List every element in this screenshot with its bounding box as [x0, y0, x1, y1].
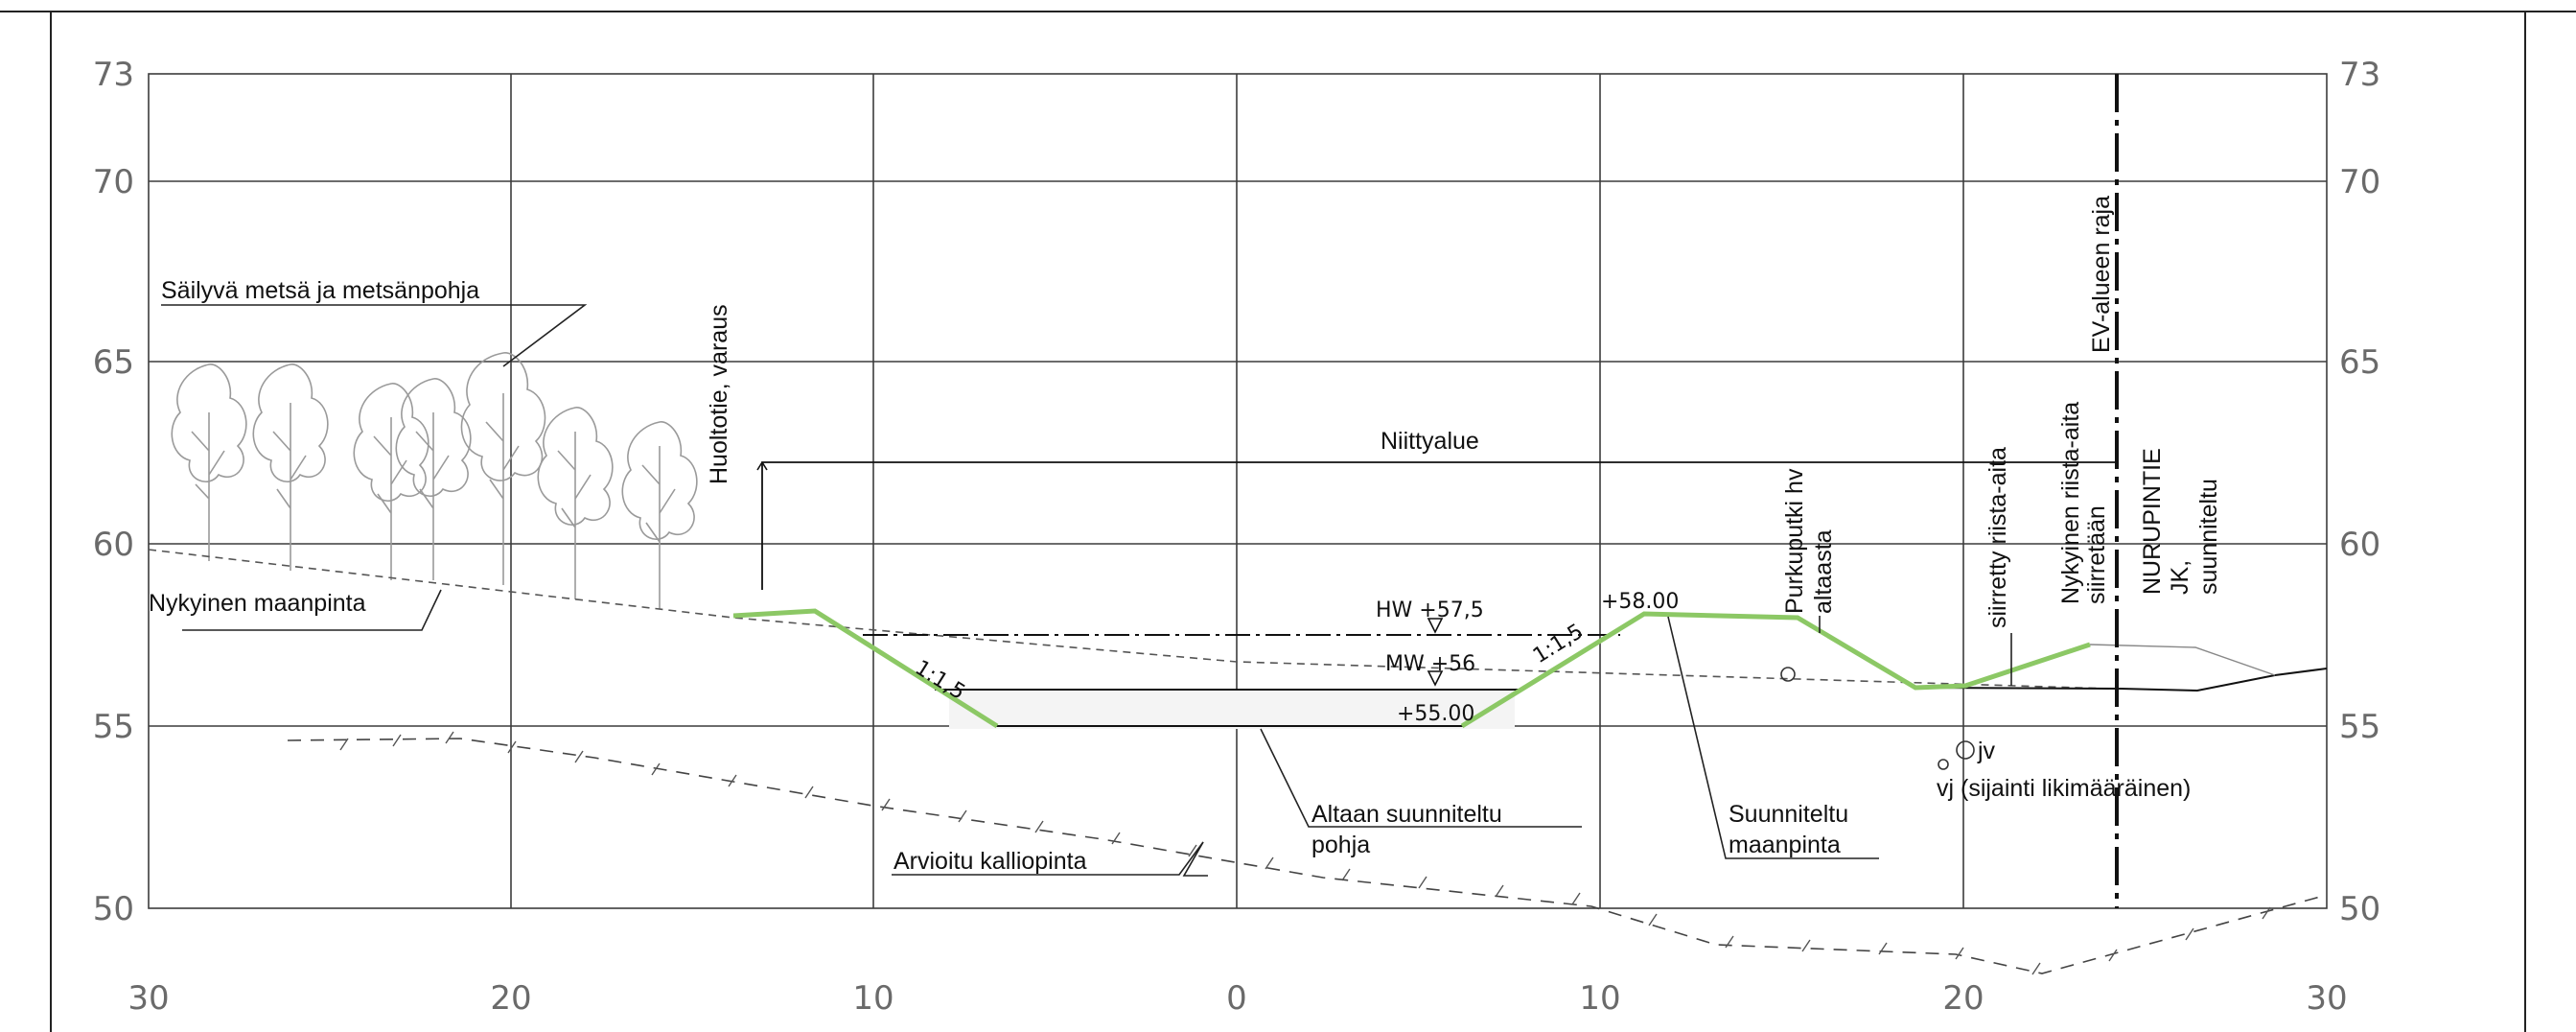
- existing-fence-label-1: Nykyinen riista-aita: [2057, 402, 2084, 604]
- meadow-dimension-line: [761, 461, 2117, 590]
- leader-bedrock: [892, 841, 1204, 876]
- slope-right-label: 1:1,5: [1529, 620, 1588, 668]
- y-tick-left: 70: [93, 163, 134, 201]
- leader-forest: [161, 304, 588, 367]
- y-tick-right: 70: [2339, 163, 2380, 201]
- road-label-3: suunniteltu: [2195, 479, 2222, 595]
- bedrock-ticks: [339, 731, 2271, 975]
- leader-current-ground: [182, 589, 442, 631]
- forest-trees: [171, 352, 698, 609]
- road-edge-line: [2089, 644, 2276, 676]
- planned-ground-label-1: Suunniteltu: [1729, 801, 1848, 828]
- ev-border-label: EV-alueen raja: [2088, 196, 2115, 353]
- basin-bottom-label-1: Altaan suunniteltu: [1311, 801, 1502, 828]
- current-ground-label: Nykyinen maanpinta: [149, 590, 366, 617]
- service-road-label: Huoltotie, varaus: [706, 304, 732, 484]
- x-tick: 20: [1942, 979, 1984, 1018]
- vj-pipe-icon: [1938, 759, 1949, 770]
- y-tick-left: 60: [93, 526, 134, 564]
- y-tick-left: 55: [93, 708, 134, 746]
- existing-fence-label-2: siirretään: [2083, 505, 2110, 604]
- hw-label: HW +57,5: [1376, 598, 1484, 622]
- y-tick-left: 73: [93, 56, 134, 94]
- drain-pipe-label-1: Purkuputki hv: [1781, 468, 1808, 614]
- y-tick-right: 55: [2339, 708, 2380, 746]
- y-tick-left: 50: [93, 890, 134, 928]
- forest-label: Säilyvä metsä ja metsänpohja: [161, 277, 479, 304]
- level-marker-icon: [1427, 618, 1444, 687]
- basin-fill: [949, 691, 1515, 729]
- planned-surface-green: [732, 608, 2091, 729]
- fence-post-icon: [1780, 667, 1796, 682]
- meadow-label: Niittyalue: [1381, 428, 1479, 455]
- basin-bottom-label-2: pohja: [1311, 832, 1370, 858]
- y-tick-right: 65: [2339, 343, 2380, 382]
- leader-planned-ground: [1667, 616, 1879, 859]
- slope-left-label: 1:1,5: [911, 656, 969, 705]
- x-tick: 0: [1226, 979, 1247, 1018]
- mw-label: MW +56: [1385, 652, 1475, 676]
- grid: [148, 73, 2328, 909]
- existing-ground-line: [148, 549, 2110, 690]
- x-tick: 30: [128, 979, 169, 1018]
- planned-ground-label-2: maanpinta: [1729, 832, 1841, 858]
- y-tick-right: 50: [2339, 890, 2380, 928]
- arrow-icon: [756, 461, 768, 471]
- x-tick: 10: [852, 979, 893, 1018]
- bedrock-label: Arvioitu kalliopinta: [893, 848, 1087, 875]
- y-tick-right: 73: [2339, 56, 2380, 94]
- drain-pipe-label-2: altaasta: [1810, 529, 1837, 614]
- bedrock-line: [287, 738, 2321, 974]
- y-tick-left: 65: [93, 343, 134, 382]
- top-level-label: +58.00: [1601, 590, 1679, 614]
- x-tick: 10: [1579, 979, 1620, 1018]
- x-tick: 30: [2306, 979, 2347, 1018]
- moved-fence-label: siirretty riista-aita: [1984, 447, 2011, 628]
- road-label-2: JK,: [2167, 560, 2193, 595]
- leader-bedrock-stub: [1182, 841, 1208, 877]
- jv-pipe-icon: [1956, 740, 1975, 760]
- jv-label: jv: [1977, 738, 1996, 764]
- road-label-1: NURUPINTIE: [2139, 448, 2166, 595]
- vj-label: vj (sijainti likimääräinen): [1937, 775, 2191, 802]
- y-tick-right: 60: [2339, 526, 2380, 564]
- bottom-level-label: +55.00: [1397, 702, 1474, 726]
- x-tick: 20: [490, 979, 531, 1018]
- leader-basin-bottom: [1260, 728, 1582, 828]
